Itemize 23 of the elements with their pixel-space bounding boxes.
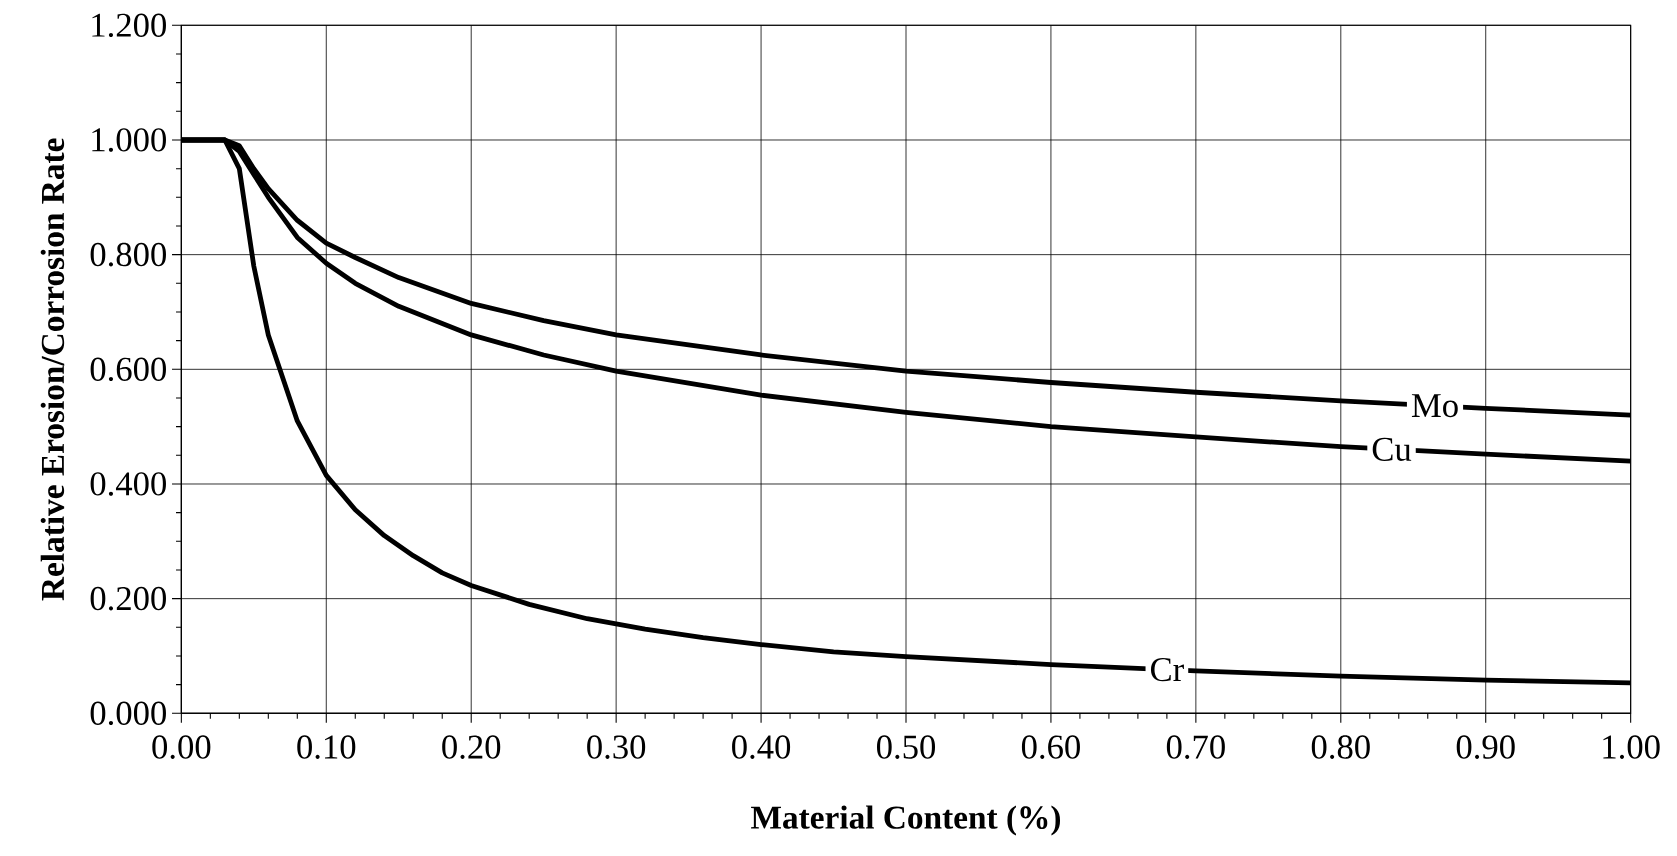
x-tick-label: 0.00 — [152, 735, 211, 759]
x-tick-label: 0.80 — [1311, 735, 1370, 759]
x-tick-label: 0.10 — [297, 735, 356, 759]
x-axis-title: Material Content (%) — [751, 805, 1061, 836]
x-tick-label: 0.50 — [876, 735, 936, 759]
x-tick-label: 0.30 — [587, 735, 646, 759]
x-tick-label: 0.70 — [1166, 735, 1225, 759]
series-label: Cr — [1150, 657, 1184, 682]
series-label: Cu — [1372, 437, 1412, 461]
y-tick-label: 1.000 — [92, 128, 166, 152]
y-axis-title: Relative Erosion/Corrosion Rate — [40, 138, 65, 601]
x-tick-label: 0.20 — [442, 735, 501, 759]
x-tick-label: 0.90 — [1456, 735, 1515, 759]
x-tick-label: 0.40 — [732, 735, 791, 759]
y-tick-label: 0.200 — [90, 586, 166, 611]
x-tick-label: 0.60 — [1021, 735, 1080, 759]
series-label: Mo — [1411, 394, 1458, 418]
y-tick-label: 0.600 — [90, 357, 166, 382]
x-tick-label: 1.00 — [1603, 735, 1660, 759]
y-tick-label: 1.200 — [92, 13, 166, 38]
y-tick-label: 0.800 — [90, 242, 166, 267]
y-tick-label: 0.000 — [90, 701, 166, 726]
y-tick-label: 0.400 — [90, 472, 166, 496]
